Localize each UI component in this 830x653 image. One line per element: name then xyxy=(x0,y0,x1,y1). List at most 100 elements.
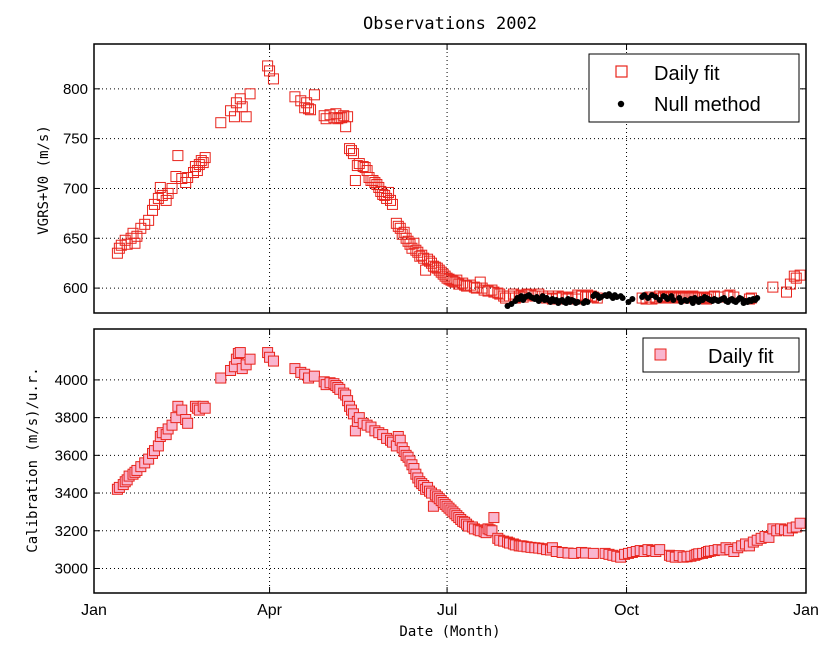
y-axis-label-velocity: VGRS+V0 (m/s) xyxy=(36,125,52,235)
x-tick-label: Jul xyxy=(437,602,457,619)
data-point-daily-fit xyxy=(486,284,498,296)
data-point-daily-fit xyxy=(412,246,424,258)
legend-calibration: Daily fit xyxy=(642,337,800,373)
legend-box-velocity xyxy=(588,53,800,123)
data-point-null-method xyxy=(670,297,677,304)
data-point-daily-fit xyxy=(470,282,482,294)
data-point-daily-fit xyxy=(386,198,398,210)
data-point-daily-fit xyxy=(345,145,357,157)
data-point-daily-fit xyxy=(416,249,428,261)
data-point-daily-fit xyxy=(377,188,389,200)
panel-calibration: 3000 3200 3400 3600 3800 4000 Calibration (m/… xyxy=(25,328,807,594)
data-point-daily-fit xyxy=(267,73,279,85)
y-tick-label: 3200 xyxy=(55,523,88,540)
data-point-daily-fit xyxy=(152,440,164,452)
data-point-daily-fit xyxy=(199,152,211,164)
data-point-daily-fit xyxy=(143,214,155,226)
data-point-daily-fit xyxy=(486,525,498,537)
data-point-daily-fit xyxy=(794,269,806,281)
data-point-daily-fit xyxy=(324,109,336,121)
grid-calibration xyxy=(93,329,807,593)
data-point-null-method xyxy=(574,299,581,306)
points-velocity xyxy=(111,60,806,310)
data-point-daily-fit xyxy=(234,347,246,359)
data-point-daily-fit xyxy=(367,174,379,186)
y-tick-label: 750 xyxy=(63,131,88,148)
points-calibration xyxy=(111,347,806,563)
y-ticks-calibration: 3000 3200 3400 3600 3800 4000 xyxy=(55,372,806,577)
x-axis-label: Date (Month) xyxy=(399,624,500,640)
data-point-daily-fit xyxy=(347,148,359,160)
data-point-daily-fit xyxy=(445,274,457,286)
data-point-daily-fit xyxy=(187,167,199,179)
data-point-daily-fit xyxy=(195,155,207,167)
y-tick-label: 600 xyxy=(63,280,88,297)
axes-frame-velocity xyxy=(93,43,807,314)
panel-velocity: 600 650 700 750 800 VGRS+V0 (m/s) Daily fit … xyxy=(36,43,807,314)
data-point-daily-fit xyxy=(228,111,240,123)
y-tick-label: 4000 xyxy=(55,372,88,389)
data-point-daily-fit xyxy=(336,112,348,124)
data-point-daily-fit xyxy=(427,260,439,272)
data-point-daily-fit xyxy=(398,226,410,238)
data-point-daily-fit xyxy=(392,220,404,232)
data-point-daily-fit xyxy=(303,103,315,115)
y-ticks-velocity: 600 650 700 750 800 xyxy=(63,81,806,297)
x-tick-label: Jan xyxy=(793,602,819,619)
data-point-null-method xyxy=(584,299,591,306)
data-point-daily-fit xyxy=(383,186,395,198)
data-point-daily-fit xyxy=(240,111,252,123)
data-point-daily-fit xyxy=(371,178,383,190)
data-point-daily-fit xyxy=(154,181,166,193)
data-point-daily-fit xyxy=(396,228,408,240)
data-point-daily-fit xyxy=(230,97,242,109)
data-point-daily-fit xyxy=(349,174,361,186)
data-point-daily-fit xyxy=(305,104,317,116)
data-point-daily-fit xyxy=(129,237,141,249)
data-point-daily-fit xyxy=(342,111,354,123)
data-point-daily-fit xyxy=(357,161,369,173)
data-point-null-method xyxy=(629,296,636,303)
data-point-daily-fit xyxy=(587,547,599,559)
data-point-daily-fit xyxy=(121,238,133,250)
data-point-daily-fit xyxy=(408,237,420,249)
data-point-daily-fit xyxy=(295,95,307,107)
data-point-daily-fit xyxy=(301,97,313,109)
data-point-daily-fit xyxy=(338,110,350,122)
legend-marker-daily-fit xyxy=(615,65,628,78)
data-point-null-method xyxy=(754,295,761,302)
figure-title: Observations 2002 xyxy=(363,14,537,34)
data-point-daily-fit xyxy=(381,192,393,204)
data-point-daily-fit xyxy=(148,198,160,210)
data-point-null-method xyxy=(656,297,663,304)
data-point-daily-fit xyxy=(193,159,205,171)
data-point-daily-fit xyxy=(404,238,416,250)
data-point-daily-fit xyxy=(488,512,500,524)
data-point-daily-fit xyxy=(788,270,800,282)
data-point-daily-fit xyxy=(113,242,125,254)
legend-marker-daily-fit-filled xyxy=(654,348,667,361)
data-point-daily-fit xyxy=(225,105,237,117)
data-point-daily-fit xyxy=(784,278,796,290)
y-tick-label: 3400 xyxy=(55,485,88,502)
data-point-daily-fit xyxy=(264,65,276,77)
data-point-daily-fit xyxy=(172,150,184,162)
y-tick-label: 650 xyxy=(63,230,88,247)
data-point-daily-fit xyxy=(199,402,211,414)
y-tick-label: 3000 xyxy=(55,560,88,577)
data-point-daily-fit xyxy=(166,182,178,194)
data-point-daily-fit xyxy=(794,517,806,529)
data-point-daily-fit xyxy=(176,173,188,184)
x-ticks: Jan Apr Jul Oct Jan xyxy=(81,602,819,619)
data-point-daily-fit xyxy=(767,281,779,293)
axes-frame-calibration xyxy=(93,328,807,594)
data-point-daily-fit xyxy=(308,89,320,101)
legend-label-daily-fit-calibration: Daily fit xyxy=(708,346,774,368)
y-tick-label: 700 xyxy=(63,180,88,197)
data-point-daily-fit xyxy=(654,544,666,556)
data-point-daily-fit xyxy=(422,253,434,265)
data-point-daily-fit xyxy=(453,278,465,290)
data-point-daily-fit xyxy=(780,286,792,298)
data-point-daily-fit xyxy=(160,194,172,206)
